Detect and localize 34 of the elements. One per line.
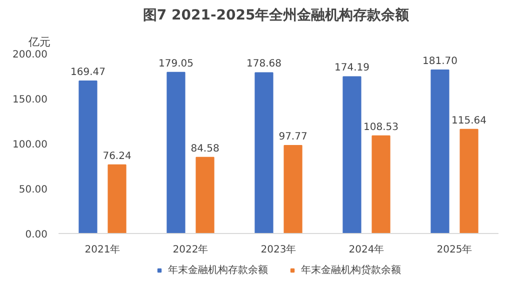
- bar: [342, 76, 362, 234]
- data-label: 76.24: [102, 150, 132, 162]
- data-label: 115.64: [452, 115, 487, 126]
- bar: [166, 72, 186, 234]
- bar: [254, 72, 274, 234]
- legend-label: 年末金融机构贷款余额: [301, 264, 401, 277]
- bar: [196, 156, 214, 234]
- data-label: 108.53: [364, 122, 399, 133]
- chart-title: 图7 2021-2025年全州金融机构存款余额: [142, 6, 410, 24]
- bar: [108, 164, 126, 234]
- bar: [284, 145, 302, 234]
- y-tick-label: 50.00: [18, 184, 48, 196]
- bar: [372, 135, 390, 234]
- y-tick-label: 100.00: [12, 140, 48, 150]
- x-tick-label: 2021年: [84, 244, 120, 256]
- data-label: 169.47: [70, 66, 106, 78]
- x-tick-label: 2023年: [260, 244, 296, 256]
- bar: [78, 80, 98, 234]
- data-label: 84.58: [190, 143, 220, 154]
- y-tick-label: 150.00: [12, 94, 48, 106]
- data-label: 181.70: [422, 56, 458, 67]
- data-label: 174.19: [334, 62, 370, 74]
- x-tick-label: 2024年: [348, 244, 384, 256]
- data-label: 97.77: [278, 132, 308, 143]
- data-label: 178.68: [246, 58, 282, 70]
- y-axis-title: 亿元: [28, 36, 50, 48]
- x-tick-label: 2025年: [436, 244, 472, 256]
- legend-label: 年末金融机构存款余额: [168, 264, 268, 277]
- x-tick-label: 2022年: [172, 244, 208, 256]
- data-label: 179.05: [158, 58, 194, 70]
- bar: [460, 128, 478, 234]
- y-tick-label: 0.00: [25, 230, 48, 240]
- y-tick-label: 200.00: [12, 50, 48, 60]
- bar: [430, 69, 450, 234]
